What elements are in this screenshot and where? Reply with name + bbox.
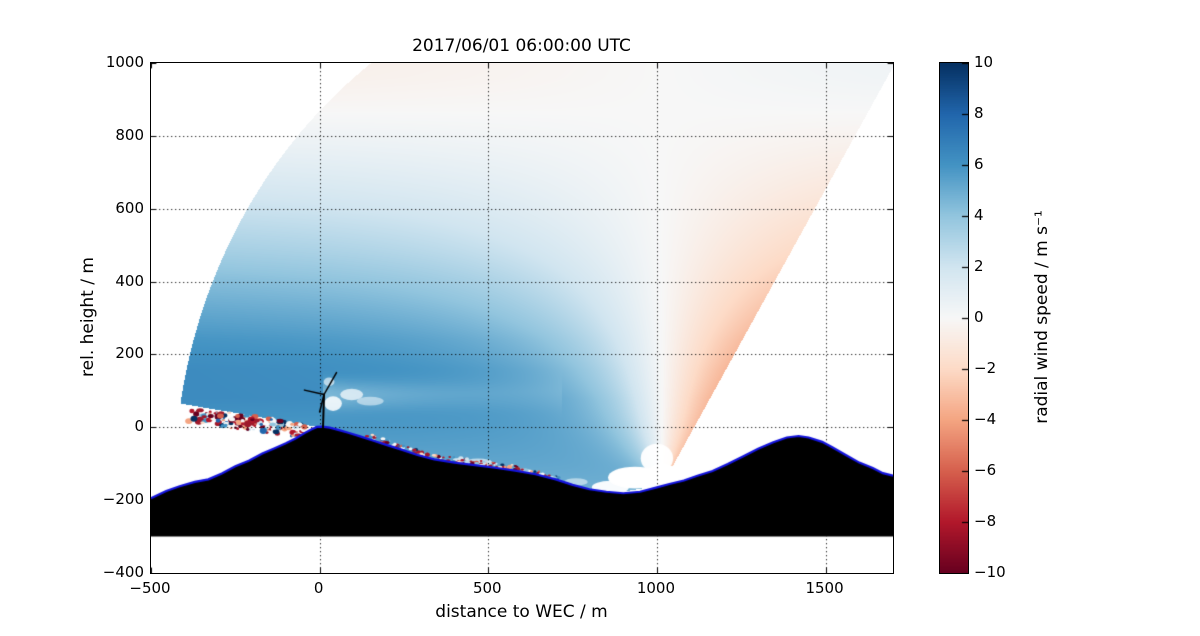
x-axis-label: distance to WEC / m [435,602,608,622]
colorbar-tick-label: 6 [974,155,984,173]
y-tick-label: 400 [115,271,144,290]
y-tick-label: 0 [134,417,144,436]
x-tick-label: 0 [313,579,324,597]
radial-wind-scan-heatmap [150,62,894,574]
colorbar-tick-label: −2 [974,359,997,377]
y-tick-label: 600 [115,198,144,217]
x-tick-label: 1500 [805,579,844,597]
colorbar-tick-label: 10 [974,53,994,71]
colorbar-tick-label: 8 [974,104,984,122]
colorbar-label-text: radial wind speed / m s⁻¹ [1032,210,1052,424]
x-tick-label: 500 [472,579,502,597]
colorbar-tick-label: 4 [974,206,984,224]
y-axis-label-text: rel. height / m [78,257,98,377]
colorbar-tick-label: −4 [974,410,997,428]
colorbar [939,62,969,574]
colorbar-tick-label: −10 [974,563,1006,581]
y-tick-label: 200 [115,344,144,363]
x-tick-label: 1000 [636,579,675,597]
y-tick-label: −200 [102,490,144,509]
plot-title: 2017/06/01 06:00:00 UTC [412,36,631,56]
x-tick-label: −500 [129,579,171,597]
y-tick-label: 800 [115,125,144,144]
y-tick-label: 1000 [105,53,144,71]
colorbar-tick-label: −6 [974,461,997,479]
colorbar-tick-label: −8 [974,512,997,530]
y-tick-label: −400 [102,563,144,581]
colorbar-tick-label: 0 [974,308,984,326]
colorbar-tick-label: 2 [974,257,984,275]
